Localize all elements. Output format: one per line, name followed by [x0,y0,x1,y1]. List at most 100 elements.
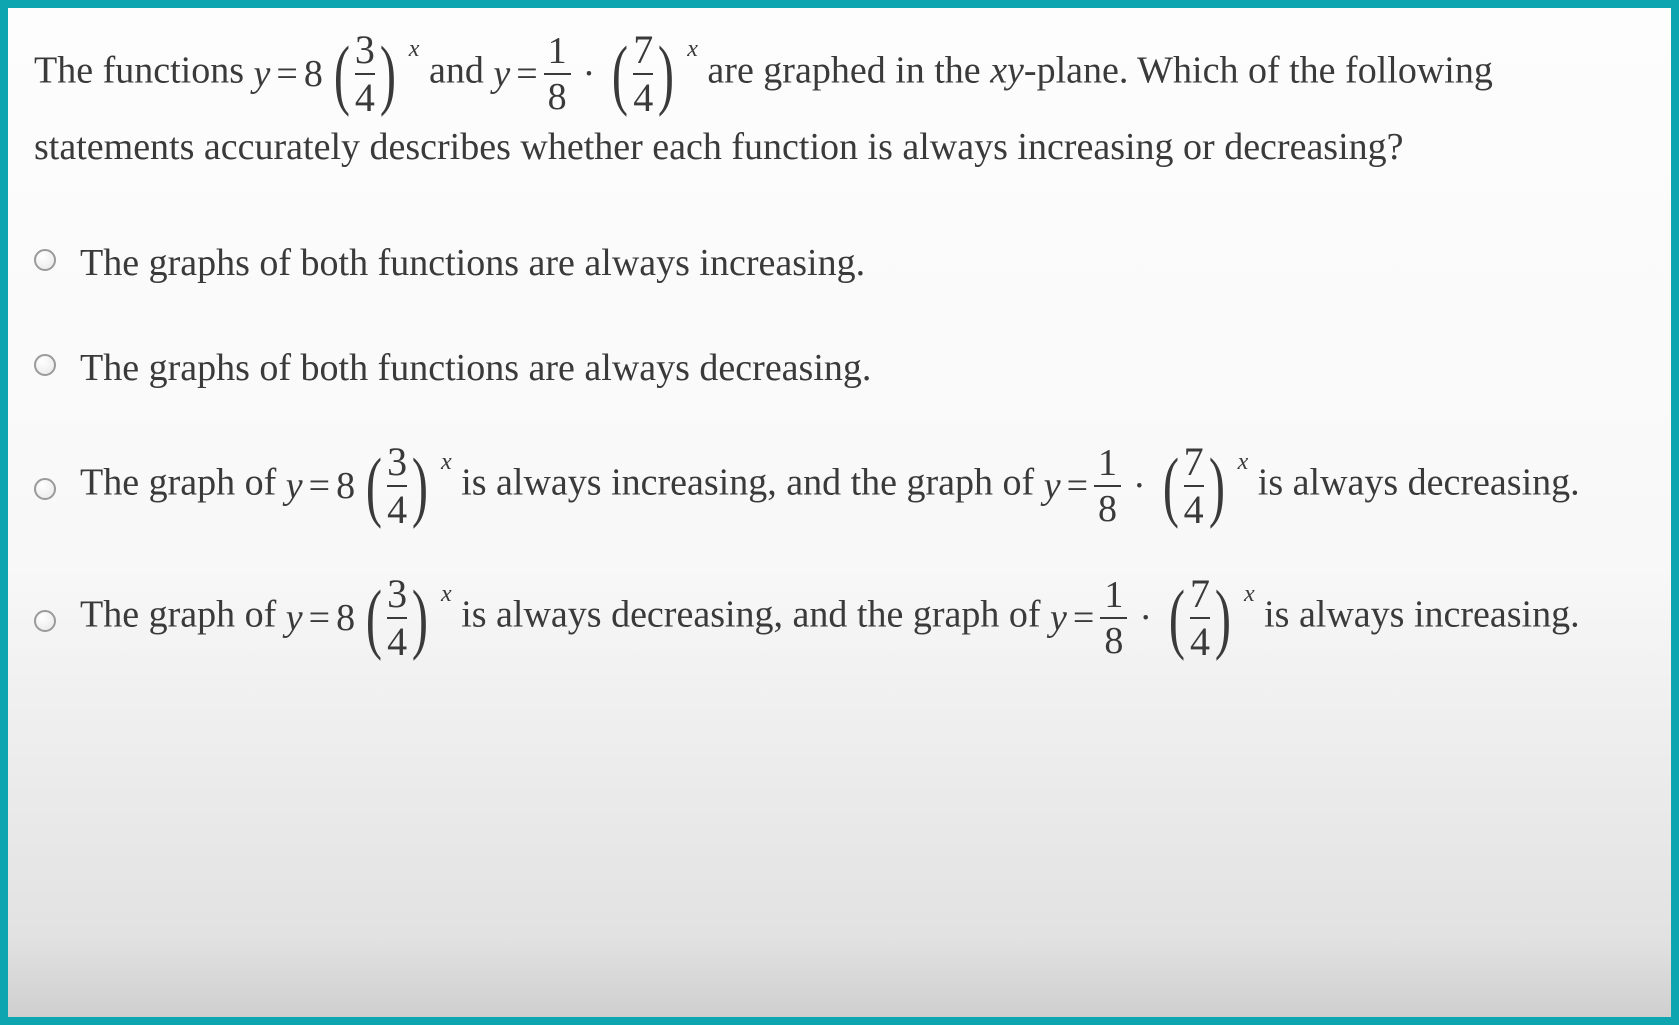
num: 3 [387,442,407,482]
eq1-num: 3 [355,30,375,70]
eq-lhs: y [286,588,303,649]
radio-icon[interactable] [34,478,56,500]
question-text-part2: are graphed in the [707,50,990,92]
den: 4 [1184,490,1204,530]
den: 4 [387,490,407,530]
option-c-eq2: y = 1 8 · ( 7 4 ) [1044,442,1249,530]
eq1-paren-group: ( 3 4 ) [329,30,401,118]
right-paren: ) [412,588,428,649]
option-c[interactable]: The graph of y = 8 ( 3 4 ) x [34,442,1645,530]
fraction-bar [1094,485,1121,487]
exp: x [1244,575,1255,613]
right-paren: ) [658,44,674,105]
option-d-text: The graph of y = 8 ( 3 4 ) x [80,574,1580,662]
coeff-fraction: 1 8 [1094,444,1121,528]
question-text-part1: The functions [34,50,254,92]
den: 8 [1094,490,1121,528]
paren-group: ( 3 4 ) [361,574,433,662]
equals-sign: = [309,456,330,517]
eq2-lhs: y [493,45,510,104]
radio-icon[interactable] [34,249,56,271]
coeff-fraction: 1 8 [1100,576,1127,660]
paren-group: ( 7 4 ) [1164,574,1236,662]
question-stem: The functions y = 8 ( 3 4 ) x and y = 1 [34,30,1645,177]
option-d-part1: The graph of [80,594,286,636]
eq-coeff: 8 [336,456,355,517]
cdot: · [1127,456,1152,517]
option-a-text: The graphs of both functions are always … [80,233,865,294]
fraction: 3 4 [387,442,407,530]
exp: x [1238,443,1249,481]
radio-icon[interactable] [34,610,56,632]
eq2-coeff-den: 8 [544,78,571,116]
equation-1: y = 8 ( 3 4 ) x [254,30,420,118]
eq2-exp: x [687,31,698,68]
eq1-exp: x [409,31,420,68]
fraction: 3 4 [387,574,407,662]
num: 7 [1190,574,1210,614]
option-b[interactable]: The graphs of both functions are always … [34,338,1645,399]
exp: x [441,575,452,613]
left-paren: ( [366,588,382,649]
option-c-text: The graph of y = 8 ( 3 4 ) x [80,442,1580,530]
den: 4 [387,622,407,662]
answer-options: The graphs of both functions are always … [34,233,1645,663]
fraction-bar [544,73,571,75]
den: 4 [1190,622,1210,662]
equation-2: y = 1 8 · ( 7 4 ) x [493,30,698,118]
equals-sign: = [1073,588,1094,649]
eq2-fraction: 7 4 [633,30,653,118]
equals-sign: = [1067,456,1088,517]
xy-plane: xy [990,50,1024,92]
eq2-coeff-fraction: 1 8 [544,32,571,116]
fraction: 7 4 [1184,442,1204,530]
radio-icon[interactable] [34,354,56,376]
option-d-part2: is always increasing. [1264,594,1580,636]
right-paren: ) [380,44,396,105]
eq1-den: 4 [355,78,375,118]
paren-group: ( 7 4 ) [1158,442,1230,530]
option-d-mid: is always decreasing, and the graph of [461,594,1050,636]
option-a[interactable]: The graphs of both functions are always … [34,233,1645,294]
eq2-num: 7 [633,30,653,70]
eq2-den: 4 [633,78,653,118]
left-paren: ( [334,44,350,105]
right-paren: ) [1209,456,1225,517]
eq-lhs: y [1044,456,1061,517]
eq-lhs: y [286,456,303,517]
question-card: The functions y = 8 ( 3 4 ) x and y = 1 [0,0,1679,1025]
eq-lhs: y [1050,588,1067,649]
option-c-eq1: y = 8 ( 3 4 ) x [286,442,452,530]
eq2-coeff-num: 1 [544,32,571,70]
left-paren: ( [1169,588,1185,649]
paren-group: ( 3 4 ) [361,442,433,530]
eq1-fraction: 3 4 [355,30,375,118]
option-d[interactable]: The graph of y = 8 ( 3 4 ) x [34,574,1645,662]
fraction-bar [1100,617,1127,619]
right-paren: ) [412,456,428,517]
option-c-mid: is always increasing, and the graph of [461,462,1044,504]
equals-sign: = [516,45,537,104]
question-text-mid: and [429,50,493,92]
den: 8 [1100,622,1127,660]
eq1-coeff: 8 [304,45,323,104]
num: 1 [1100,576,1127,614]
fraction: 7 4 [1190,574,1210,662]
option-c-part1: The graph of [80,462,286,504]
num: 7 [1184,442,1204,482]
eq-coeff: 8 [336,588,355,649]
left-paren: ( [366,456,382,517]
eq1-lhs: y [254,45,271,104]
left-paren: ( [612,44,628,105]
cdot: · [577,45,602,104]
cdot: · [1133,588,1158,649]
num: 1 [1094,444,1121,482]
num: 3 [387,574,407,614]
eq2-paren-group: ( 7 4 ) [607,30,679,118]
option-d-eq2: y = 1 8 · ( 7 4 ) [1050,574,1255,662]
right-paren: ) [1215,588,1231,649]
option-b-text: The graphs of both functions are always … [80,338,871,399]
option-c-part2: is always decreasing. [1258,462,1580,504]
option-d-eq1: y = 8 ( 3 4 ) x [286,574,452,662]
equals-sign: = [276,45,297,104]
